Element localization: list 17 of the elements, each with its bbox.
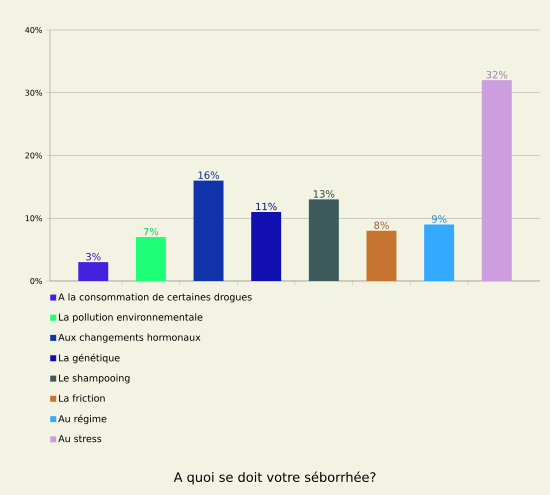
text: A quoi se doit votre séborrhée? (174, 471, 376, 485)
legend-label: La génétique (59, 354, 120, 364)
data-label: 32% (486, 70, 508, 78)
data-label: 13% (314, 190, 334, 198)
legend-label: La pollution environnementale (59, 313, 202, 323)
legend-label: Au régime (58, 414, 106, 424)
data-label: 8% (374, 222, 389, 230)
data-label: 16% (198, 171, 220, 179)
data-label: 3% (86, 252, 101, 260)
data-label: 11% (256, 202, 277, 210)
legend-label: La friction (59, 394, 105, 402)
legend-label: Le shampooing (59, 374, 130, 384)
legend-label: A la consommation de certaines drogues (58, 293, 252, 302)
legend-label: Aux changements hormonaux (58, 334, 200, 343)
data-label: 7% (144, 228, 158, 236)
legend-label: Au stress (58, 435, 102, 442)
data-label: 9% (432, 215, 446, 223)
